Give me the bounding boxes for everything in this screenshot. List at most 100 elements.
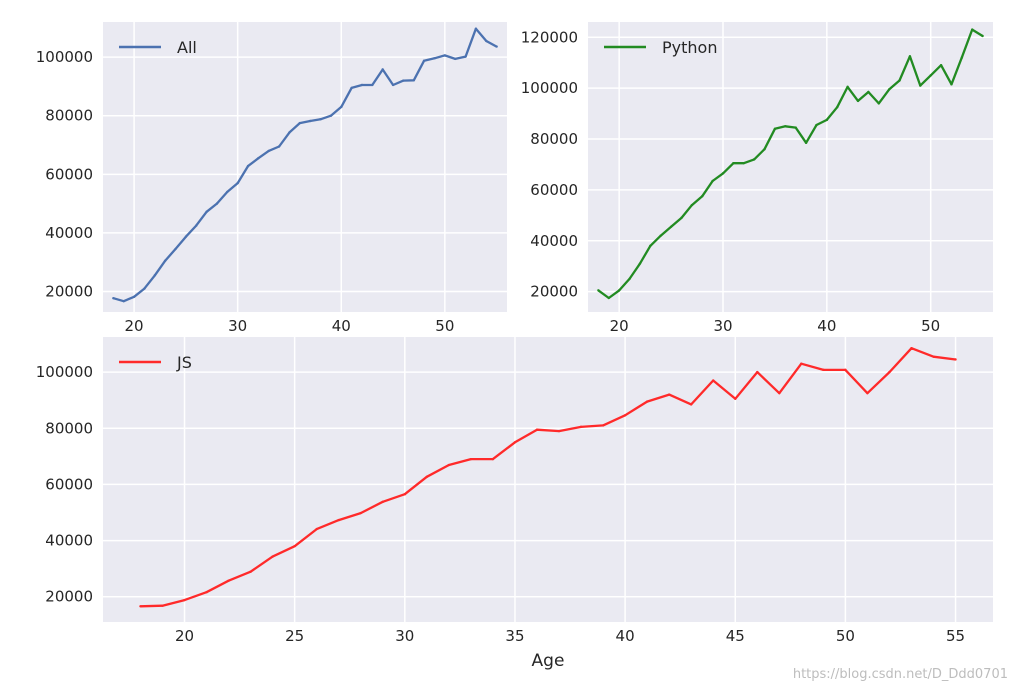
data-point <box>315 527 318 531</box>
data-point <box>638 262 642 265</box>
series-line-all <box>113 27 498 303</box>
x-axis-label: Age <box>532 651 565 671</box>
data-point <box>205 210 208 214</box>
data-point <box>422 59 426 62</box>
data-point <box>288 131 291 134</box>
x-tick-label: 40 <box>817 317 836 335</box>
data-point <box>132 295 136 298</box>
data-point <box>732 161 735 165</box>
x-tick-label: 55 <box>946 627 965 645</box>
data-point <box>174 247 177 251</box>
data-point <box>298 121 302 125</box>
data-point <box>932 355 935 358</box>
data-point <box>866 391 869 395</box>
data-point <box>350 86 353 90</box>
data-point <box>359 511 362 515</box>
data-point <box>742 161 745 165</box>
data-point <box>888 370 891 374</box>
data-point <box>607 296 610 300</box>
data-point <box>308 119 312 123</box>
data-point <box>557 429 561 433</box>
data-point <box>425 475 429 479</box>
x-tick-label: 20 <box>610 317 629 335</box>
data-point <box>846 85 849 89</box>
data-point <box>360 83 364 87</box>
series-line-js <box>140 347 956 608</box>
data-point <box>236 181 239 185</box>
data-point <box>908 55 912 58</box>
y-tick-label: 40000 <box>530 232 578 250</box>
y-tick-label: 100000 <box>36 48 93 66</box>
y-tick-label: 60000 <box>45 165 93 183</box>
data-point <box>680 216 683 220</box>
data-point <box>773 127 777 131</box>
data-point <box>960 56 964 59</box>
y-tick-label: 60000 <box>530 181 578 199</box>
data-point <box>778 391 781 395</box>
data-point <box>443 54 447 57</box>
data-point <box>721 172 725 175</box>
data-point <box>183 598 186 602</box>
data-point <box>690 203 694 207</box>
data-point <box>491 457 495 461</box>
data-point <box>667 393 671 396</box>
data-point <box>267 149 270 153</box>
y-tick-label: 80000 <box>530 130 578 148</box>
data-point <box>981 34 984 38</box>
x-tick-label: 30 <box>713 317 732 335</box>
data-point <box>391 83 395 87</box>
data-point <box>752 158 756 161</box>
data-point <box>844 368 847 372</box>
data-point <box>659 234 662 237</box>
data-point <box>337 518 340 522</box>
data-point <box>763 147 766 151</box>
data-point <box>919 84 922 87</box>
data-point <box>474 27 478 30</box>
y-tick-label: 40000 <box>45 224 93 242</box>
x-tick-label: 50 <box>435 317 454 335</box>
chart-panel-1: 20000 40000 60000 80000 100000 20 30 40 50 All <box>36 22 507 335</box>
data-point <box>649 244 652 248</box>
x-tick-label: 20 <box>125 317 144 335</box>
chart-panel-2: 20000 40000 60000 80000 100000 120000 20 30 40 50… <box>521 22 993 335</box>
y-tick-label: 20000 <box>45 588 93 606</box>
data-point <box>215 202 219 205</box>
data-point <box>447 463 451 467</box>
data-point <box>163 259 167 262</box>
data-point <box>403 493 407 496</box>
data-point <box>579 425 583 429</box>
y-tick-label: 20000 <box>530 283 578 301</box>
y-tick-label: 40000 <box>45 532 93 550</box>
data-point <box>784 125 787 128</box>
x-tick-label: 40 <box>332 317 351 335</box>
data-point <box>836 106 839 109</box>
plot-background <box>103 337 993 622</box>
data-point <box>112 297 115 300</box>
legend-label: All <box>177 38 197 57</box>
data-point <box>246 164 250 168</box>
data-point <box>756 370 759 374</box>
data-point <box>433 57 436 60</box>
data-point <box>371 83 374 87</box>
data-point <box>184 235 188 238</box>
data-point <box>711 179 714 183</box>
data-point <box>195 224 198 227</box>
data-point <box>485 39 488 43</box>
data-point <box>877 102 880 105</box>
data-point <box>887 88 891 91</box>
plot-background <box>103 22 507 312</box>
data-point <box>139 605 142 608</box>
data-point <box>402 79 405 82</box>
data-point <box>734 397 737 400</box>
y-tick-label: 80000 <box>45 107 93 125</box>
x-tick-label: 50 <box>921 317 940 335</box>
y-tick-label: 80000 <box>45 419 93 437</box>
data-point <box>701 195 704 198</box>
data-point <box>153 274 156 277</box>
data-point <box>954 358 957 361</box>
data-point <box>794 126 797 129</box>
data-point <box>623 414 627 417</box>
data-point <box>319 118 322 121</box>
data-point <box>939 64 943 67</box>
